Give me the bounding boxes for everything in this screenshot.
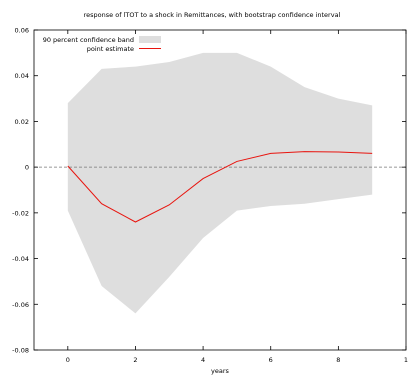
y-tick-label: -0.02 [12,209,29,217]
x-tick-label: 0 [66,356,70,364]
y-tick-label: 0 [25,164,29,172]
x-tick-label: 2 [133,356,137,364]
x-tick-label: 4 [201,356,205,364]
x-tick-label: 6 [269,356,273,364]
point-estimate-line [67,151,373,223]
x-axis-label: years [211,367,230,375]
confidence-band-layer [67,52,373,314]
plot-frame [33,29,407,351]
x-axis: 0 2 4 6 8 1 [66,30,408,364]
legend-label-band: 90 percent confidence band [43,36,134,44]
chart-title: response of lTOT to a shock in Remittanc… [84,11,341,19]
legend-swatch-band [139,36,161,43]
y-tick-label: 0.06 [15,27,29,35]
y-tick-label: -0.04 [12,255,29,263]
y-tick-label: -0.08 [12,347,29,355]
y-tick-label: -0.06 [12,301,29,309]
confidence-band [67,52,373,314]
x-tick-label: 1 [404,356,408,364]
y-axis: -0.08 -0.06 -0.04 -0.02 0 0.02 0.04 0.06 [12,27,406,355]
x-tick-label: 8 [336,356,340,364]
legend-label-line: point estimate [87,45,134,53]
y-tick-label: 0.02 [15,118,29,126]
y-tick-label: 0.04 [15,72,29,80]
point-estimate-layer [67,151,373,223]
